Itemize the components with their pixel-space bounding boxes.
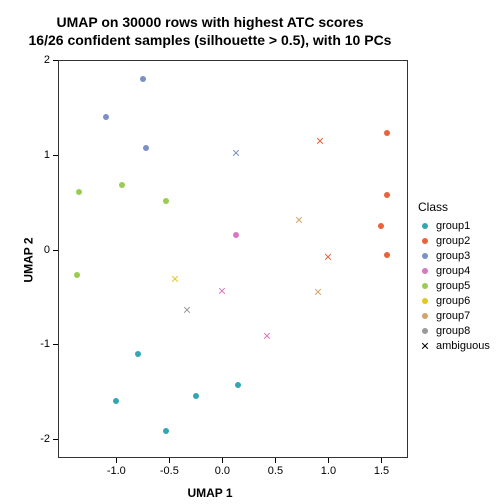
scatter-point <box>74 272 80 278</box>
dot-icon <box>418 219 432 233</box>
legend-label: group2 <box>436 235 470 247</box>
x-tick <box>169 458 170 463</box>
x-tick-label: 0.0 <box>215 465 230 477</box>
legend-item: group8 <box>418 323 490 338</box>
y-tick-label: 2 <box>22 54 50 66</box>
legend-item: group1 <box>418 218 490 233</box>
dot-icon <box>418 324 432 338</box>
legend-item: group3 <box>418 248 490 263</box>
scatter-point <box>119 182 125 188</box>
legend-label: group5 <box>436 280 470 292</box>
legend-label: group8 <box>436 325 470 337</box>
scatter-point <box>378 223 384 229</box>
scatter-point <box>384 252 390 258</box>
legend-item: ambiguous <box>418 338 490 353</box>
scatter-point <box>263 332 271 340</box>
x-tick <box>328 458 329 463</box>
scatter-point <box>76 189 82 195</box>
y-tick <box>53 155 58 156</box>
scatter-point <box>314 288 322 296</box>
legend-item: group4 <box>418 263 490 278</box>
y-tick <box>53 439 58 440</box>
scatter-point <box>135 351 141 357</box>
scatter-point <box>235 382 241 388</box>
legend-item: group7 <box>418 308 490 323</box>
scatter-point <box>384 192 390 198</box>
scatter-point <box>171 275 179 283</box>
scatter-point <box>163 428 169 434</box>
y-tick-label: -2 <box>22 433 50 445</box>
dot-icon <box>418 279 432 293</box>
x-tick-label: -0.5 <box>160 465 179 477</box>
scatter-point <box>140 76 146 82</box>
x-tick <box>275 458 276 463</box>
legend-title: Class <box>418 200 490 214</box>
legend-label: group1 <box>436 220 470 232</box>
x-tick <box>116 458 117 463</box>
scatter-point <box>143 145 149 151</box>
scatter-point <box>193 393 199 399</box>
x-tick <box>222 458 223 463</box>
plot-area <box>58 60 408 458</box>
legend: Class group1 group2 group3 group4 group5 grou… <box>418 200 490 353</box>
dot-icon <box>418 234 432 248</box>
scatter-point <box>384 130 390 136</box>
scatter-point <box>183 306 191 314</box>
scatter-point <box>163 198 169 204</box>
legend-item: group6 <box>418 293 490 308</box>
legend-item: group5 <box>418 278 490 293</box>
x-axis-label: UMAP 1 <box>0 486 420 500</box>
x-tick-label: 1.0 <box>321 465 336 477</box>
y-tick <box>53 344 58 345</box>
y-tick <box>53 60 58 61</box>
scatter-point <box>103 114 109 120</box>
x-tick <box>381 458 382 463</box>
legend-label: group7 <box>436 310 470 322</box>
y-tick-label: 1 <box>22 149 50 161</box>
scatter-point <box>218 287 226 295</box>
legend-label: group4 <box>436 265 470 277</box>
scatter-point <box>324 253 332 261</box>
dot-icon <box>418 309 432 323</box>
legend-label: group3 <box>436 250 470 262</box>
legend-label: ambiguous <box>436 340 490 352</box>
scatter-point <box>233 232 239 238</box>
legend-item: group2 <box>418 233 490 248</box>
y-tick <box>53 250 58 251</box>
cross-icon <box>418 339 432 353</box>
dot-icon <box>418 264 432 278</box>
dot-icon <box>418 249 432 263</box>
dot-icon <box>418 294 432 308</box>
y-tick-label: -1 <box>22 338 50 350</box>
x-tick-label: 1.5 <box>374 465 389 477</box>
chart-title-line2: 16/26 confident samples (silhouette > 0.… <box>0 32 420 48</box>
scatter-point <box>316 137 324 145</box>
y-tick-label: 0 <box>22 244 50 256</box>
scatter-point <box>232 149 240 157</box>
scatter-point <box>295 216 303 224</box>
x-tick-label: 0.5 <box>268 465 283 477</box>
x-tick-label: -1.0 <box>107 465 126 477</box>
legend-label: group6 <box>436 295 470 307</box>
scatter-point <box>113 398 119 404</box>
chart-title-line1: UMAP on 30000 rows with highest ATC scor… <box>0 14 420 30</box>
